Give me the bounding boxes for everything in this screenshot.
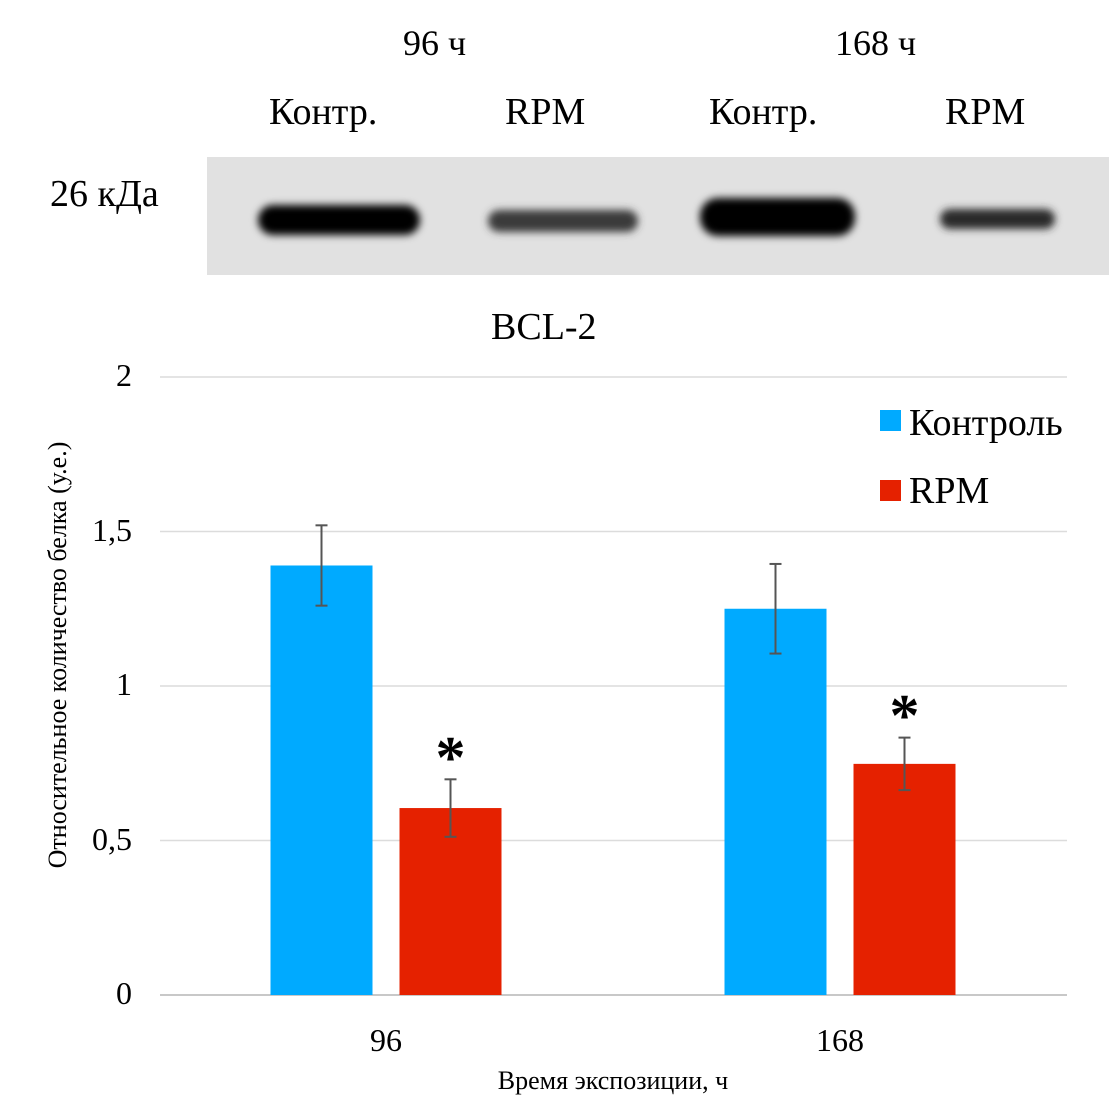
x-tick-label: 168 (816, 1022, 864, 1058)
protein-label: BCL-2 (491, 306, 597, 348)
lane-label: Контр. (269, 91, 378, 133)
legend-label: Контроль (909, 402, 1063, 444)
legend-swatch-rpm (880, 480, 901, 501)
y-tick-label: 0,5 (92, 820, 132, 857)
bar (270, 565, 373, 995)
y-tick-label: 0 (116, 975, 132, 1011)
bar (724, 608, 827, 995)
lane-label: RPM (505, 91, 586, 133)
y-tick-label: 1,5 (92, 511, 132, 548)
y-tick-label: 1 (116, 666, 132, 702)
x-tick-label: 96 (370, 1022, 402, 1058)
bar (853, 763, 956, 995)
lane-label: Контр. (709, 91, 818, 133)
significance-asterisk: * (436, 724, 466, 790)
significance-asterisk: * (890, 683, 920, 749)
time-label-168: 168 ч (835, 23, 917, 63)
western-blot-image (207, 157, 1109, 275)
lane-label: RPM (945, 91, 1026, 133)
marker-label: 26 кДа (50, 173, 159, 215)
legend-swatch-control (880, 410, 901, 431)
y-tick-label: 2 (116, 357, 132, 393)
time-label-96: 96 ч (403, 23, 467, 63)
legend-label: RPM (909, 470, 990, 512)
x-axis-label: Время экспозиции, ч (497, 1066, 729, 1095)
bar (399, 808, 502, 995)
y-axis-label: Относительное количество белка (у.е.) (43, 441, 72, 869)
